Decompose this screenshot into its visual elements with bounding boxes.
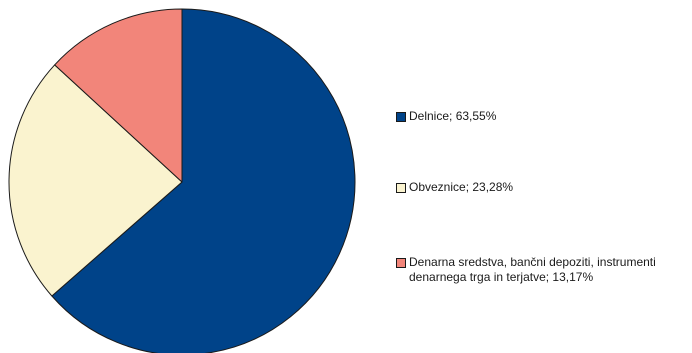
- legend-item-denarna-sredstva: Denarna sredstva, bančni depoziti, instr…: [396, 255, 692, 285]
- legend-item-obveznice: Obveznice; 23,28%: [396, 180, 692, 195]
- legend-item-delnice: Delnice; 63,55%: [396, 109, 692, 124]
- legend-swatch-delnice: [396, 112, 406, 122]
- legend-label-obveznice: Obveznice; 23,28%: [409, 180, 514, 194]
- pie-slice-delnice: [51, 8, 356, 353]
- legend-label-delnice: Delnice; 63,55%: [409, 109, 497, 123]
- pie-slice-denarna-sredstva: [54, 8, 183, 183]
- legend-swatch-obveznice: [396, 183, 406, 193]
- legend-label-denarna-sredstva: Denarna sredstva, bančni depoziti, instr…: [409, 255, 656, 284]
- legend-swatch-denarna-sredstva: [396, 258, 406, 268]
- chart-legend: Delnice; 63,55% Obveznice; 23,28% Denarn…: [396, 0, 692, 353]
- pie-slice-obveznice: [8, 64, 183, 297]
